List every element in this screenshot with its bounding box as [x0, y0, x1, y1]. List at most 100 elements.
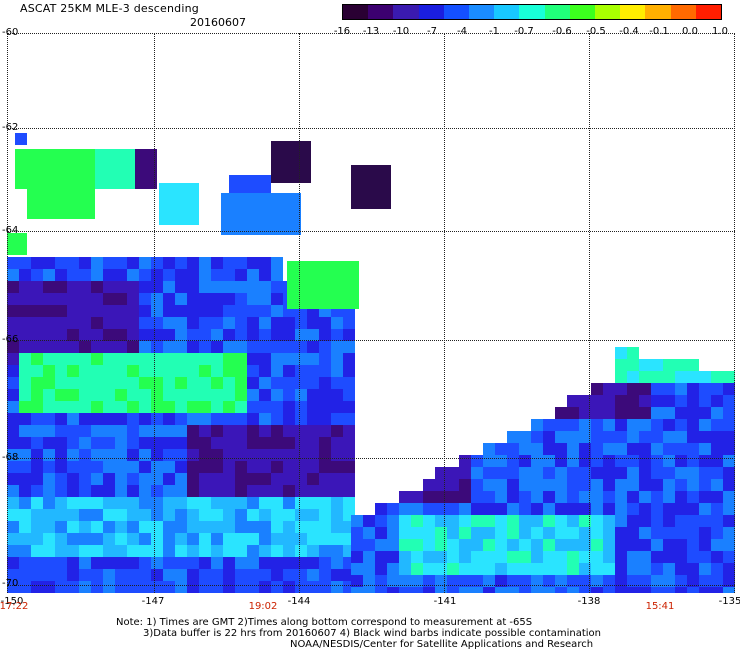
wind-cell [79, 257, 91, 269]
wind-cell [19, 461, 31, 473]
wind-cell [651, 467, 663, 479]
wind-cell [43, 257, 55, 269]
wind-cell [723, 395, 735, 407]
wind-cell [331, 533, 343, 545]
wind-cell [723, 407, 735, 419]
wind-cell [103, 305, 115, 317]
wind-cell [175, 569, 187, 581]
wind-cell [259, 413, 271, 425]
wind-cell [723, 431, 735, 443]
wind-cell [91, 329, 103, 341]
wind-cell [259, 521, 271, 533]
wind-cell [79, 545, 91, 557]
wind-cell [555, 503, 567, 515]
wind-cell [211, 461, 223, 473]
wind-cell [271, 521, 283, 533]
wind-cell [139, 509, 151, 521]
wind-cell [567, 551, 579, 563]
wind-cell [591, 539, 603, 551]
wind-cell [79, 269, 91, 281]
wind-cell [79, 521, 91, 533]
wind-cell [27, 149, 95, 219]
wind-cell [663, 467, 675, 479]
wind-cell [223, 425, 235, 437]
wind-cell [223, 305, 235, 317]
wind-cell [711, 491, 723, 503]
wind-cell [151, 497, 163, 509]
wind-cell [271, 377, 283, 389]
wind-cell [127, 425, 139, 437]
wind-cell [235, 341, 247, 353]
wind-cell [19, 437, 31, 449]
wind-cell [579, 479, 591, 491]
wind-cell [127, 581, 139, 593]
wind-cell [211, 533, 223, 545]
wind-cell [699, 491, 711, 503]
wind-cell [139, 557, 151, 569]
wind-cell [7, 329, 19, 341]
wind-cell [187, 377, 199, 389]
wind-cell [7, 341, 19, 353]
time-label: 15:41 [645, 601, 675, 612]
wind-cell [103, 329, 115, 341]
color-scale-tick-label: -13 [362, 26, 380, 37]
color-scale-tick-label: -0.6 [552, 26, 572, 37]
wind-cell [247, 257, 259, 269]
wind-cell [519, 551, 531, 563]
wind-cell [139, 401, 151, 413]
wind-cell [651, 443, 663, 455]
wind-cell [555, 467, 567, 479]
wind-cell [423, 575, 435, 587]
wind-cell [175, 581, 187, 593]
wind-cell [603, 455, 615, 467]
wind-cell [483, 527, 495, 539]
wind-cell [331, 413, 343, 425]
wind-cell [271, 569, 283, 581]
wind-cell [163, 329, 175, 341]
wind-cell [531, 491, 543, 503]
wind-cell [627, 347, 639, 359]
wind-cell [591, 527, 603, 539]
wind-cell [43, 557, 55, 569]
wind-cell [711, 443, 723, 455]
color-scale-swatch [443, 5, 470, 19]
wind-cell [375, 539, 387, 551]
wind-cell [411, 515, 423, 527]
wind-cell [151, 569, 163, 581]
time-label: 17:22 [0, 601, 29, 612]
wind-cell [67, 509, 79, 521]
wind-cell [495, 479, 507, 491]
wind-cell [31, 449, 43, 461]
wind-cell [175, 521, 187, 533]
wind-cell [471, 491, 483, 503]
wind-cell [639, 515, 651, 527]
wind-cell [447, 575, 459, 587]
wind-cell [91, 257, 103, 269]
wind-cell [295, 485, 307, 497]
wind-cell [115, 461, 127, 473]
longitude-label: -135 [718, 596, 740, 607]
wind-cell [615, 515, 627, 527]
wind-cell [223, 281, 235, 293]
wind-cell [319, 497, 331, 509]
wind-cell [579, 527, 591, 539]
wind-cell [615, 455, 627, 467]
wind-cell [615, 527, 627, 539]
color-scale-tick-label: -0.1 [649, 26, 669, 37]
wind-cell [43, 389, 55, 401]
wind-cell [151, 317, 163, 329]
wind-cell [351, 551, 363, 563]
wind-cell [127, 413, 139, 425]
wind-cell [319, 509, 331, 521]
wind-cell [235, 437, 247, 449]
wind-cell [687, 443, 699, 455]
wind-cell [483, 479, 495, 491]
wind-cell [43, 353, 55, 365]
wind-cell [675, 527, 687, 539]
wind-cell [223, 497, 235, 509]
wind-cell [223, 377, 235, 389]
wind-cell [187, 533, 199, 545]
wind-cell [319, 413, 331, 425]
wind-cell [675, 587, 687, 593]
wind-cell [79, 557, 91, 569]
